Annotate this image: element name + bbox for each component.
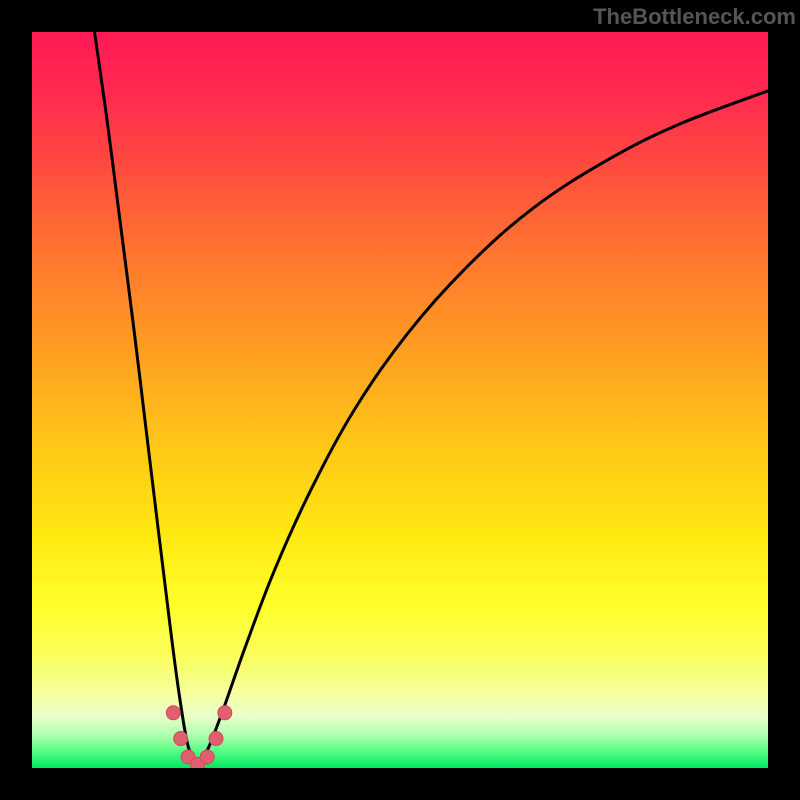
bottleneck-chart: TheBottleneck.com [0, 0, 800, 800]
watermark-text: TheBottleneck.com [593, 4, 796, 30]
plot-area [32, 32, 768, 768]
marker-point [218, 706, 232, 720]
marker-point [209, 732, 223, 746]
bottleneck-curve [95, 32, 768, 768]
marker-point [174, 732, 188, 746]
marker-point [200, 750, 214, 764]
curve-layer [32, 32, 768, 768]
marker-point [166, 706, 180, 720]
marker-group [166, 706, 232, 768]
